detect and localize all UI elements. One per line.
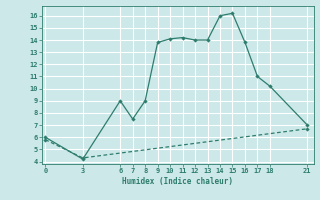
X-axis label: Humidex (Indice chaleur): Humidex (Indice chaleur) xyxy=(122,177,233,186)
